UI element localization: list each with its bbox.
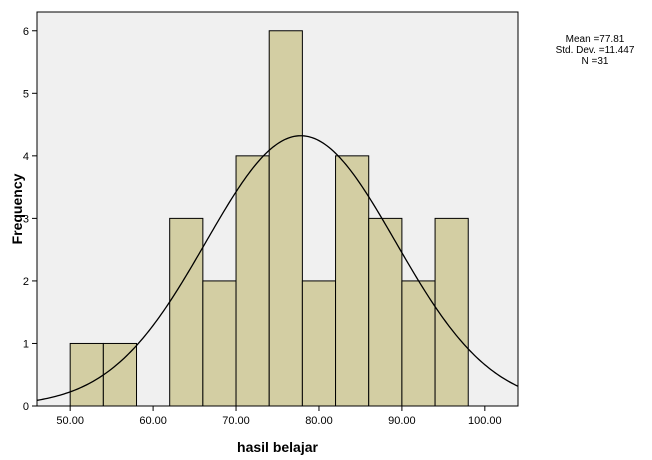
histogram-bar-2	[102, 342, 138, 407]
histogram-bar-9	[368, 217, 403, 407]
y-tick-label: 5	[23, 88, 29, 100]
plot-frame	[36, 11, 519, 407]
x-tick-label: 90.00	[388, 415, 416, 427]
histogram-bar-11	[434, 217, 469, 407]
x-tick-label: 100.00	[468, 415, 502, 427]
x-tick-label: 70.00	[222, 415, 250, 427]
histogram-bar-6	[268, 30, 303, 407]
y-tick-label: 0	[23, 401, 29, 413]
histogram-bar-5	[235, 155, 270, 407]
histogram-bar-4	[202, 280, 237, 407]
histogram-bar-1	[69, 342, 104, 407]
statistics-box: Mean =77.81 Std. Dev. =11.447 N =31	[545, 34, 645, 67]
histogram-bar-8	[335, 155, 370, 407]
x-tick-label: 80.00	[305, 415, 333, 427]
stats-std-dev: Std. Dev. =11.447	[555, 45, 635, 56]
y-tick-label: 4	[23, 151, 29, 163]
x-tick-label: 50.00	[56, 415, 84, 427]
histogram-bars	[69, 30, 469, 407]
x-tick-label: 60.00	[139, 415, 167, 427]
y-axis-title: Frequency	[9, 173, 25, 244]
normal-curve	[36, 135, 519, 401]
y-tick-label: 1	[23, 338, 29, 350]
stats-n: N =31	[581, 56, 609, 67]
x-axis-title: hasil belajar	[237, 439, 318, 455]
stats-mean: Mean =77.81	[565, 34, 625, 45]
histogram-bar-3	[169, 217, 204, 407]
histogram-bar-7	[301, 280, 337, 407]
y-tick-label: 6	[23, 26, 29, 38]
axes: 50.00 60.00 70.00 80.00 90.00 100.00 0 1 2 3 4 5 6	[23, 11, 519, 427]
y-tick-label: 3	[23, 213, 29, 225]
y-tick-label: 2	[23, 276, 29, 288]
